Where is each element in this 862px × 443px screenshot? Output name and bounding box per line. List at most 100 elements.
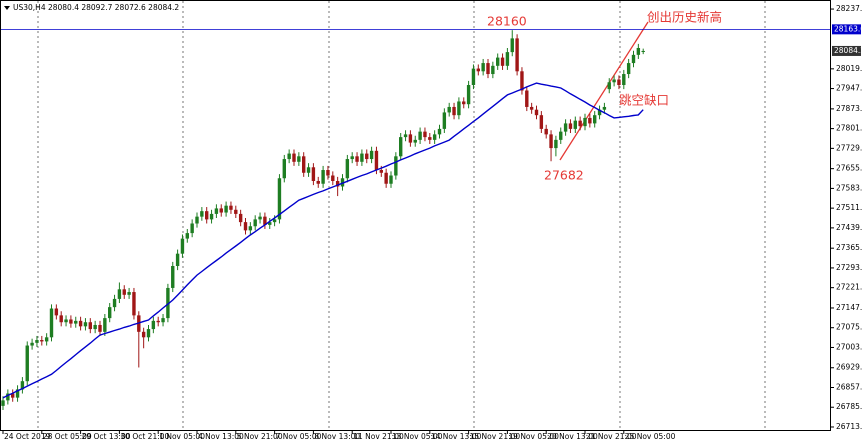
y-tick-label: 27655.0 bbox=[836, 164, 862, 173]
candle-body bbox=[626, 63, 631, 75]
candle-body bbox=[525, 90, 529, 107]
y-tick-label: 27221.0 bbox=[836, 283, 862, 292]
candle-body bbox=[258, 216, 262, 220]
candle-body bbox=[224, 205, 228, 213]
price-line-label: 28163.0 bbox=[834, 24, 862, 33]
y-tick-label: 27365.0 bbox=[836, 243, 862, 252]
x-tick-label: 25 Nov 05:00 bbox=[625, 432, 676, 441]
candle-body bbox=[306, 167, 311, 173]
candle-body bbox=[486, 63, 490, 75]
annotation: 创出历史新高 bbox=[647, 10, 722, 25]
candle-body bbox=[631, 54, 636, 64]
candle-body bbox=[384, 172, 388, 184]
candle-body bbox=[602, 106, 607, 110]
candle-body bbox=[44, 337, 49, 342]
candle-body bbox=[200, 211, 204, 217]
y-tick-label: 26785.0 bbox=[836, 402, 862, 411]
candle-body bbox=[40, 340, 44, 342]
candle-body bbox=[491, 65, 495, 75]
candle-body bbox=[195, 216, 199, 224]
candle-body bbox=[457, 101, 461, 116]
candle-body bbox=[466, 85, 471, 105]
candle-body bbox=[54, 308, 59, 316]
candle-body bbox=[83, 322, 88, 327]
y-tick-label: 26929.0 bbox=[836, 363, 862, 372]
candle-body bbox=[423, 131, 427, 138]
candle-body bbox=[316, 180, 320, 184]
candle-body bbox=[161, 318, 165, 323]
candle-body bbox=[117, 289, 122, 299]
candle-body bbox=[394, 156, 398, 176]
candle-body bbox=[205, 211, 209, 220]
candle-body bbox=[297, 156, 301, 162]
candle-body bbox=[287, 153, 291, 160]
candle-body bbox=[311, 167, 316, 181]
candle-body bbox=[350, 156, 354, 160]
candle-body bbox=[166, 287, 170, 319]
candle-body bbox=[326, 170, 330, 176]
candle-body bbox=[607, 82, 611, 90]
candle-body bbox=[597, 109, 602, 116]
candle-body bbox=[369, 150, 374, 160]
x-tick-label: 7 Nov 05:00 bbox=[276, 432, 322, 441]
x-tick-label: 13 Nov 05:00 bbox=[392, 432, 443, 441]
candle-body bbox=[122, 289, 126, 295]
candle-body bbox=[408, 134, 413, 143]
candle-body bbox=[437, 128, 442, 135]
candle-body bbox=[544, 128, 548, 135]
candle-body bbox=[49, 308, 54, 338]
x-tick-label: 14 Nov 13:00 bbox=[431, 432, 482, 441]
candle-body bbox=[612, 79, 616, 83]
price-line-label-bg bbox=[832, 24, 861, 35]
candle-body bbox=[471, 68, 476, 86]
candle-body bbox=[6, 393, 10, 401]
candle-body bbox=[268, 222, 272, 225]
candle-body bbox=[321, 170, 325, 184]
candle-body bbox=[103, 318, 107, 332]
x-tick-label: 24 Oct 2019 bbox=[4, 432, 51, 441]
candle-body bbox=[481, 63, 485, 72]
annotation: 跳空缺口 bbox=[619, 93, 669, 108]
candle-body bbox=[171, 266, 175, 288]
candle-body bbox=[248, 226, 253, 231]
x-tick-label: 20 Nov 13:00 bbox=[547, 432, 598, 441]
current-price-label: 28084.2 bbox=[834, 46, 862, 55]
candle-body bbox=[583, 117, 587, 127]
candle-body bbox=[389, 175, 393, 184]
header-icon bbox=[4, 6, 10, 10]
candle-body bbox=[132, 292, 136, 316]
candle-body bbox=[379, 170, 383, 173]
candle-body bbox=[399, 137, 403, 157]
candle-body bbox=[209, 213, 214, 220]
candle-body bbox=[588, 117, 592, 124]
y-tick-label: 27511.0 bbox=[836, 203, 862, 212]
candle-body bbox=[636, 47, 641, 55]
candle-body bbox=[277, 178, 282, 220]
candle-body bbox=[500, 57, 505, 66]
candle-body bbox=[112, 298, 117, 308]
candle-body bbox=[578, 120, 582, 127]
candle-body bbox=[214, 208, 219, 214]
y-tick-label: 27075.0 bbox=[836, 323, 862, 332]
candle-body bbox=[1, 400, 5, 406]
candle-body bbox=[151, 320, 156, 330]
header: US30,H4 28080.4 28092.7 28072.6 28084.2 bbox=[13, 3, 179, 12]
candle-body bbox=[98, 324, 102, 332]
candle-body bbox=[78, 320, 83, 327]
candle-body bbox=[573, 120, 577, 129]
candle-body bbox=[539, 115, 544, 129]
candle-body bbox=[302, 156, 306, 173]
y-tick-label: 27801.0 bbox=[836, 124, 862, 133]
candle-body bbox=[175, 253, 180, 267]
candle-body bbox=[452, 106, 456, 116]
candle-body bbox=[335, 180, 340, 187]
candle-body bbox=[413, 139, 417, 143]
candle-body bbox=[428, 137, 432, 140]
candle-body bbox=[617, 79, 621, 86]
x-tick-label: 4 Nov 13:00 bbox=[198, 432, 244, 441]
candle-body bbox=[35, 340, 39, 343]
y-tick-label: 27003.0 bbox=[836, 342, 862, 351]
candle-body bbox=[156, 320, 160, 323]
candle-body bbox=[403, 134, 408, 138]
candle-body bbox=[549, 134, 553, 149]
